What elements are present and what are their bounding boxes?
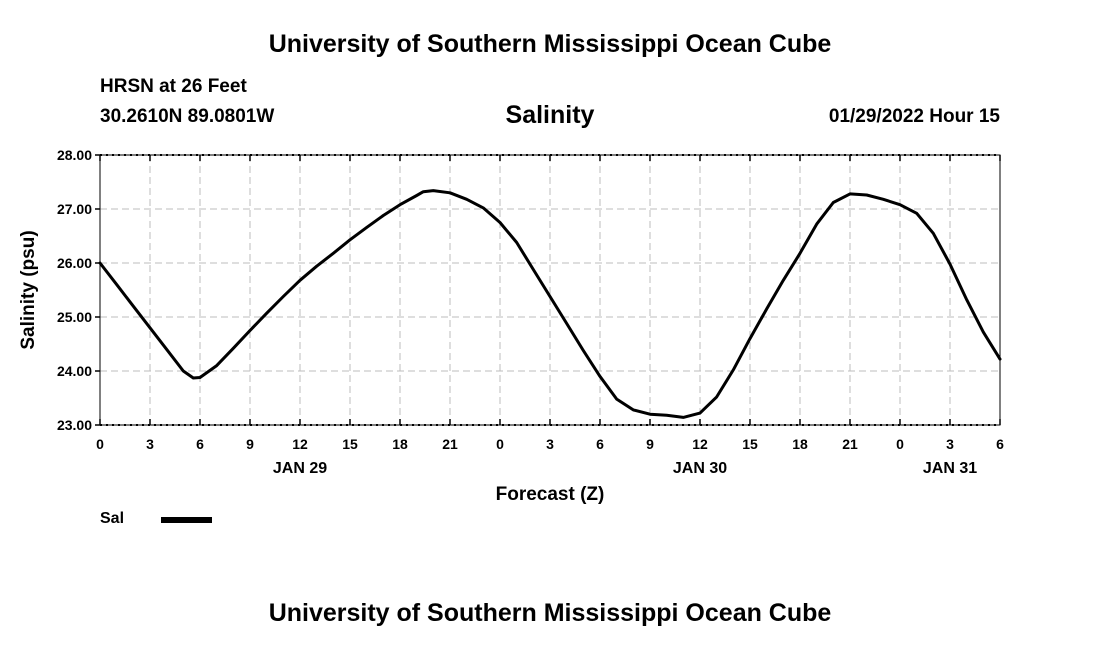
x-tick-label: 15 bbox=[742, 436, 758, 452]
x-tick-label: 18 bbox=[392, 436, 408, 452]
x-tick-label: 12 bbox=[292, 436, 308, 452]
forecast-datetime: 01/29/2022 Hour 15 bbox=[828, 106, 1000, 127]
x-tick-label: 6 bbox=[996, 436, 1004, 452]
y-tick-label: 28.00 bbox=[57, 147, 92, 163]
x-tick-label: 6 bbox=[196, 436, 204, 452]
grid-lines bbox=[100, 154, 1000, 426]
x-tick-label: 9 bbox=[646, 436, 654, 452]
x-tick-label: 0 bbox=[96, 436, 104, 452]
x-tick-label: 21 bbox=[842, 436, 858, 452]
legend-label: Sal bbox=[100, 510, 125, 527]
legend-line-swatch bbox=[161, 517, 212, 523]
x-tick-label: 3 bbox=[146, 436, 154, 452]
day-label: JAN 29 bbox=[273, 460, 327, 477]
x-axis-label: Forecast (Z) bbox=[496, 484, 605, 505]
salinity-series-line bbox=[98, 189, 1002, 419]
y-tick-label: 26.00 bbox=[57, 255, 92, 271]
footer-title: University of Southern Mississippi Ocean… bbox=[268, 599, 832, 627]
x-tick-label: 15 bbox=[342, 436, 358, 452]
station-label: HRSN at 26 Feet bbox=[100, 76, 247, 97]
x-tick-label: 0 bbox=[496, 436, 504, 452]
x-tick-label: 0 bbox=[896, 436, 904, 452]
x-tick-labels: 0 3 6 9 12 15 18 21 0 3 6 9 12 15 18 21 0 3 6 bbox=[96, 436, 1004, 452]
axis-ticks bbox=[95, 154, 1001, 426]
x-tick-label: 12 bbox=[692, 436, 708, 452]
y-tick-label: 24.00 bbox=[57, 363, 92, 379]
x-tick-label: 21 bbox=[442, 436, 458, 452]
x-tick-label: 3 bbox=[546, 436, 554, 452]
day-labels: JAN 29 JAN 30 JAN 31 bbox=[273, 460, 977, 477]
y-tick-labels: 23.00 24.00 25.00 26.00 27.00 28.00 bbox=[57, 147, 92, 433]
y-axis-label: Salinity (psu) bbox=[18, 230, 39, 349]
coordinates-label: 30.2610N 89.0801W bbox=[100, 106, 275, 127]
day-label: JAN 30 bbox=[673, 460, 727, 477]
x-tick-label: 3 bbox=[946, 436, 954, 452]
day-label: JAN 31 bbox=[923, 460, 977, 477]
x-tick-label: 9 bbox=[246, 436, 254, 452]
x-tick-label: 6 bbox=[596, 436, 604, 452]
chart-title: Salinity bbox=[505, 101, 595, 129]
x-tick-label: 18 bbox=[792, 436, 808, 452]
y-tick-label: 25.00 bbox=[57, 309, 92, 325]
y-tick-label: 27.00 bbox=[57, 201, 92, 217]
y-tick-label: 23.00 bbox=[57, 417, 92, 433]
page-title: University of Southern Mississippi Ocean… bbox=[268, 30, 832, 58]
